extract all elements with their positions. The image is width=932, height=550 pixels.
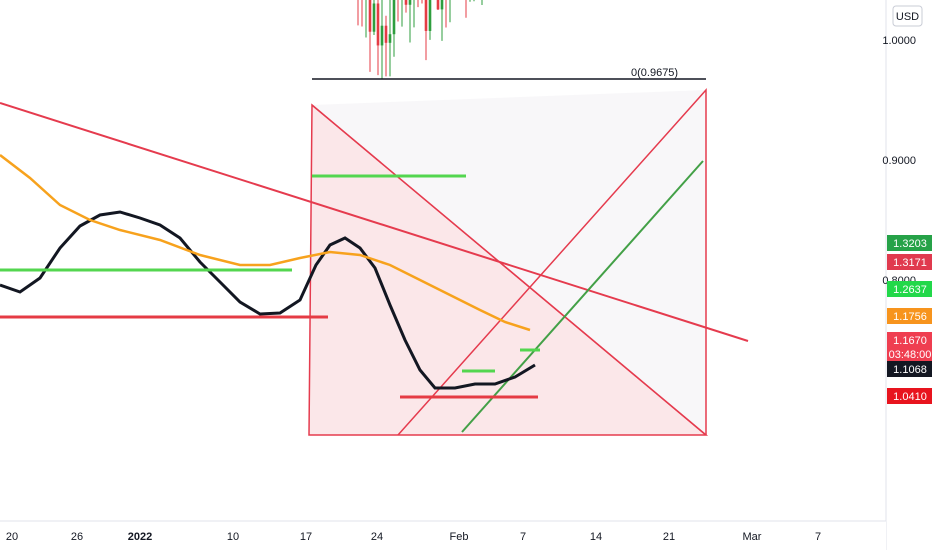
- candle-body: [404, 0, 408, 5]
- candle-body: [380, 25, 384, 46]
- price-badge-value: 1.2637: [893, 284, 927, 296]
- price-badge: [887, 281, 932, 297]
- time-tick-label: 7: [520, 531, 526, 543]
- time-tick-label: Mar: [743, 531, 762, 543]
- moving-average-orange: [0, 154, 531, 332]
- time-tick-label: 21: [663, 531, 675, 543]
- time-tick-label: Feb: [450, 531, 469, 543]
- price-badge-countdown: 03:48:00: [889, 349, 932, 361]
- candle-body: [436, 0, 440, 10]
- currency-button[interactable]: [892, 5, 923, 27]
- price-badge: [887, 388, 932, 404]
- time-tick-label: 2022: [128, 531, 152, 543]
- candle-body: [440, 0, 444, 10]
- candle-body: [392, 0, 396, 35]
- candle-body: [376, 3, 380, 46]
- price-badge-value: 1.0410: [893, 391, 927, 403]
- time-tick-label: 26: [71, 531, 83, 543]
- time-tick-label: 10: [227, 531, 239, 543]
- price-tick-label: 1.0000: [882, 35, 916, 47]
- candle-body: [384, 25, 388, 43]
- price-badge-value: 1.1756: [893, 311, 927, 323]
- price-badge: [887, 235, 932, 251]
- price-badge: [887, 332, 932, 362]
- fib-level-label: 0(0.9675): [631, 67, 678, 79]
- time-tick-label: 20: [6, 531, 18, 543]
- price-tick-label: 0.9000: [882, 155, 916, 167]
- price-badge-value: 1.3203: [893, 238, 927, 250]
- time-tick-label: 24: [371, 531, 383, 543]
- candle-body: [368, 0, 372, 32]
- time-tick-label: 14: [590, 531, 602, 543]
- price-badge: [887, 308, 932, 324]
- channel-green-line: [461, 160, 704, 433]
- candle-body: [428, 0, 432, 31]
- time-axis-bg: [0, 521, 886, 550]
- fib-diagonal: [311, 104, 707, 436]
- time-tick-label: 7: [815, 531, 821, 543]
- price-badge: [887, 361, 932, 377]
- candle-body: [372, 3, 376, 32]
- candle-body: [424, 0, 428, 31]
- candle-body: [408, 0, 412, 5]
- downtrend-line: [0, 102, 749, 342]
- price-badge: [887, 254, 932, 270]
- candle-body: [388, 34, 392, 43]
- currency-label[interactable]: USD: [896, 11, 919, 23]
- price-badge-value: 1.1068: [893, 364, 927, 376]
- price-badge-value: 1.1670: [893, 335, 927, 347]
- price-axis-bg: [886, 0, 932, 550]
- time-tick-label: 17: [300, 531, 312, 543]
- moving-average-black: [0, 210, 536, 390]
- price-badge-value: 1.3171: [893, 257, 927, 269]
